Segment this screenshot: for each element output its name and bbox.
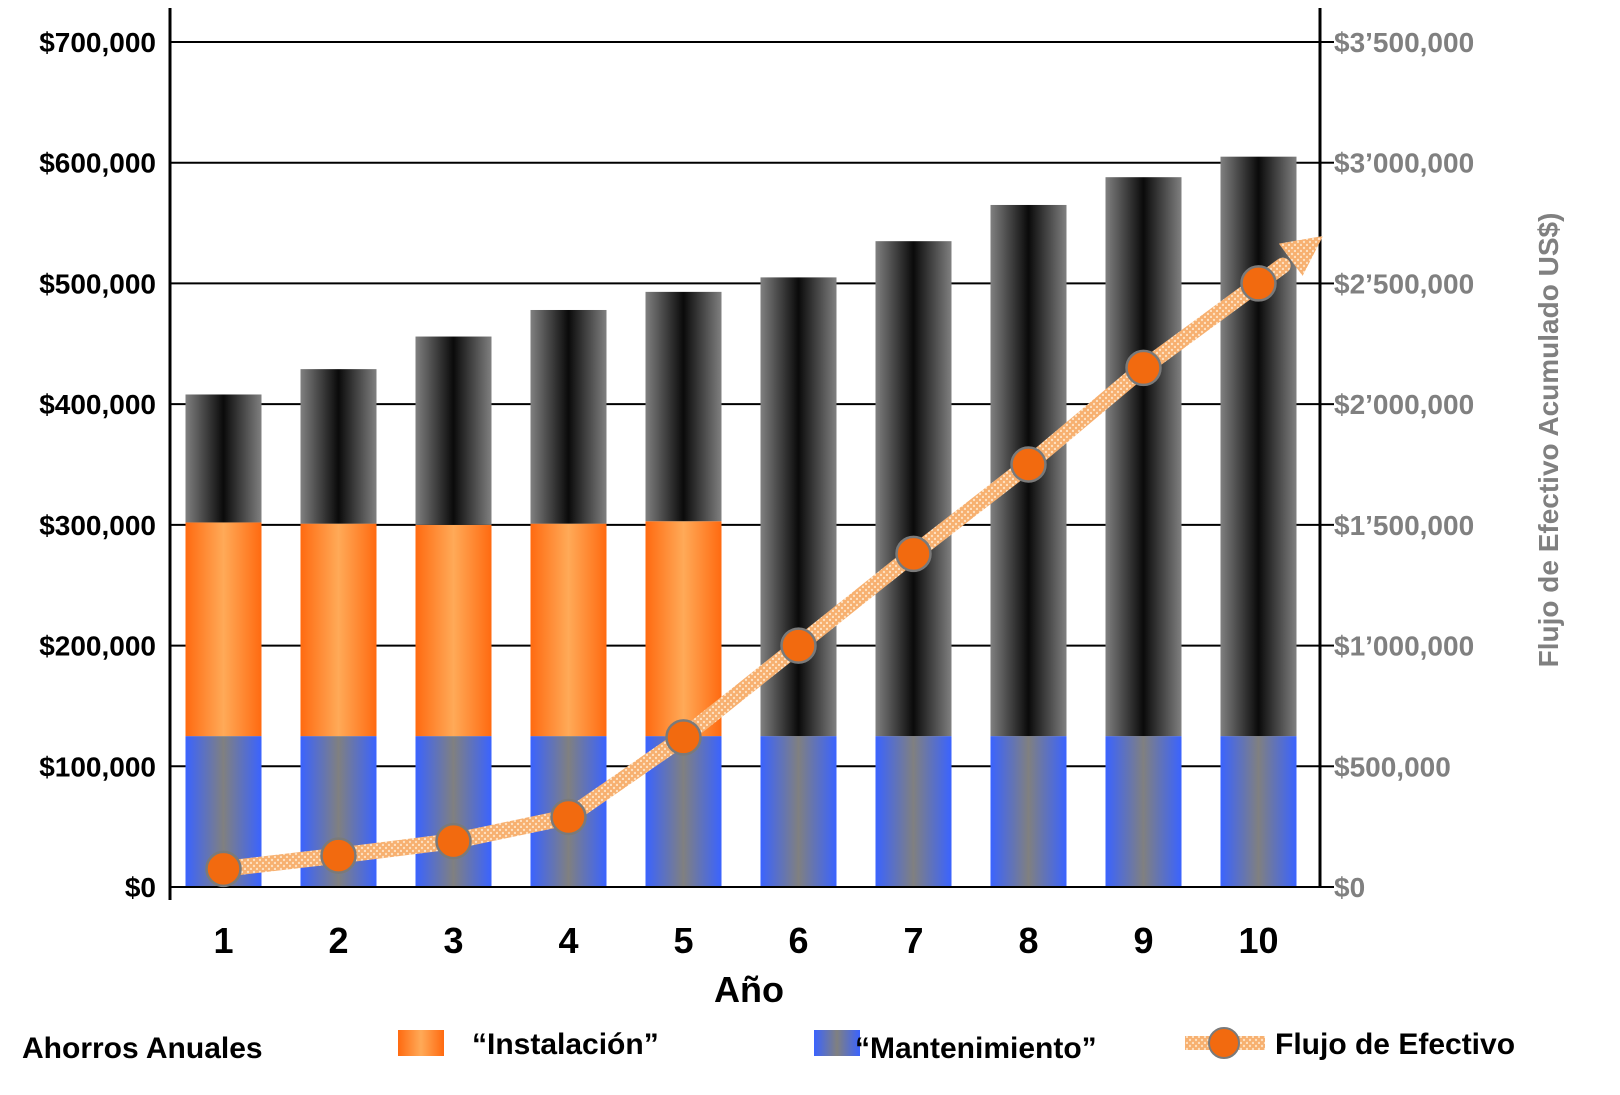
bar-top bbox=[300, 369, 377, 524]
bar-instalacion bbox=[185, 522, 262, 737]
legend-label-flujo: Flujo de Efectivo bbox=[1275, 1028, 1515, 1061]
bar-mantenimiento bbox=[990, 736, 1067, 887]
bar-mantenimiento bbox=[1105, 736, 1182, 887]
legend: Ahorros Anuales “Instalación” “Mantenimi… bbox=[22, 1027, 1515, 1065]
bar-instalacion bbox=[645, 521, 722, 737]
bar-top bbox=[1105, 177, 1182, 737]
bar-top bbox=[185, 394, 262, 523]
y-tick-label: $700,000 bbox=[39, 27, 156, 58]
cash-flow-point bbox=[665, 719, 702, 756]
arrow-head-icon bbox=[1278, 236, 1323, 276]
bar-top bbox=[1220, 156, 1297, 737]
bar-instalacion bbox=[415, 524, 492, 737]
x-tick-label: 1 bbox=[213, 920, 233, 961]
cash-flow-point bbox=[550, 798, 587, 836]
y2-tick-label: $1’500,000 bbox=[1334, 510, 1474, 541]
y2-tick-label: $1’000,000 bbox=[1334, 631, 1474, 662]
x-tick-label: 3 bbox=[443, 920, 463, 961]
bar-top bbox=[415, 336, 492, 525]
x-tick-label: 6 bbox=[788, 920, 808, 961]
x-tick-label: 8 bbox=[1018, 920, 1038, 961]
bars bbox=[185, 156, 1297, 887]
y-tick-label: $400,000 bbox=[39, 389, 156, 420]
legend-swatch-mantenimiento bbox=[814, 1030, 860, 1056]
bar-top bbox=[530, 309, 607, 524]
bar-mantenimiento bbox=[1220, 736, 1297, 887]
y2-tick-label: $3’500,000 bbox=[1334, 27, 1474, 58]
x-tick-label: 4 bbox=[558, 920, 578, 961]
y2-axis-title: Flujo de Efectivo Acumulado US$) bbox=[1533, 213, 1564, 668]
bar-mantenimiento bbox=[875, 736, 952, 887]
tick-labels: $0 $100,000 $200,000 $300,000 $400,000 $500,0… bbox=[39, 27, 1474, 961]
y-tick-label: $300,000 bbox=[39, 510, 156, 541]
cash-flow-point bbox=[1125, 349, 1162, 387]
legend-swatch-instalacion bbox=[398, 1030, 444, 1056]
bar-instalacion bbox=[300, 523, 377, 737]
y2-tick-label: $2’000,000 bbox=[1334, 389, 1474, 420]
bar-top bbox=[875, 241, 952, 737]
cash-flow-point bbox=[435, 822, 472, 860]
x-axis-title: Año bbox=[714, 969, 784, 1010]
y2-tick-label: $0 bbox=[1334, 872, 1365, 903]
y2-tick-label: $500,000 bbox=[1334, 751, 1451, 782]
y-tick-label: $500,000 bbox=[39, 268, 156, 299]
x-tick-label: 9 bbox=[1133, 920, 1153, 961]
x-tick-label: 7 bbox=[903, 920, 923, 961]
y-tick-label: $0 bbox=[125, 872, 156, 903]
cash-flow-point bbox=[895, 535, 932, 573]
bar-mantenimiento bbox=[760, 736, 837, 887]
y-tick-label: $100,000 bbox=[39, 751, 156, 782]
cash-flow-point bbox=[1240, 265, 1277, 302]
x-tick-label: 5 bbox=[673, 920, 693, 961]
cash-flow-point bbox=[320, 837, 357, 874]
bar-mantenimiento bbox=[415, 736, 492, 887]
cash-flow-line bbox=[205, 236, 1323, 888]
legend-marker-icon bbox=[1208, 1027, 1240, 1059]
cash-flow-point bbox=[1010, 446, 1047, 483]
y-tick-label: $600,000 bbox=[39, 148, 156, 179]
axes bbox=[168, 8, 1334, 900]
y-tick-label: $200,000 bbox=[39, 631, 156, 662]
x-tick-label: 2 bbox=[328, 920, 348, 961]
legend-label-instalacion: “Instalación” bbox=[472, 1028, 659, 1061]
x-tick-label: 10 bbox=[1238, 920, 1278, 961]
y2-tick-label: $2’500,000 bbox=[1334, 268, 1474, 299]
cash-flow-point bbox=[205, 850, 242, 888]
legend-label-mantenimiento: “Mantenimiento” bbox=[855, 1032, 1097, 1065]
cash-flow-point bbox=[780, 627, 817, 664]
y2-tick-label: $3’000,000 bbox=[1334, 148, 1474, 179]
bar-top bbox=[645, 291, 722, 522]
bar-instalacion bbox=[530, 523, 607, 737]
legend-title: Ahorros Anuales bbox=[22, 1032, 263, 1065]
